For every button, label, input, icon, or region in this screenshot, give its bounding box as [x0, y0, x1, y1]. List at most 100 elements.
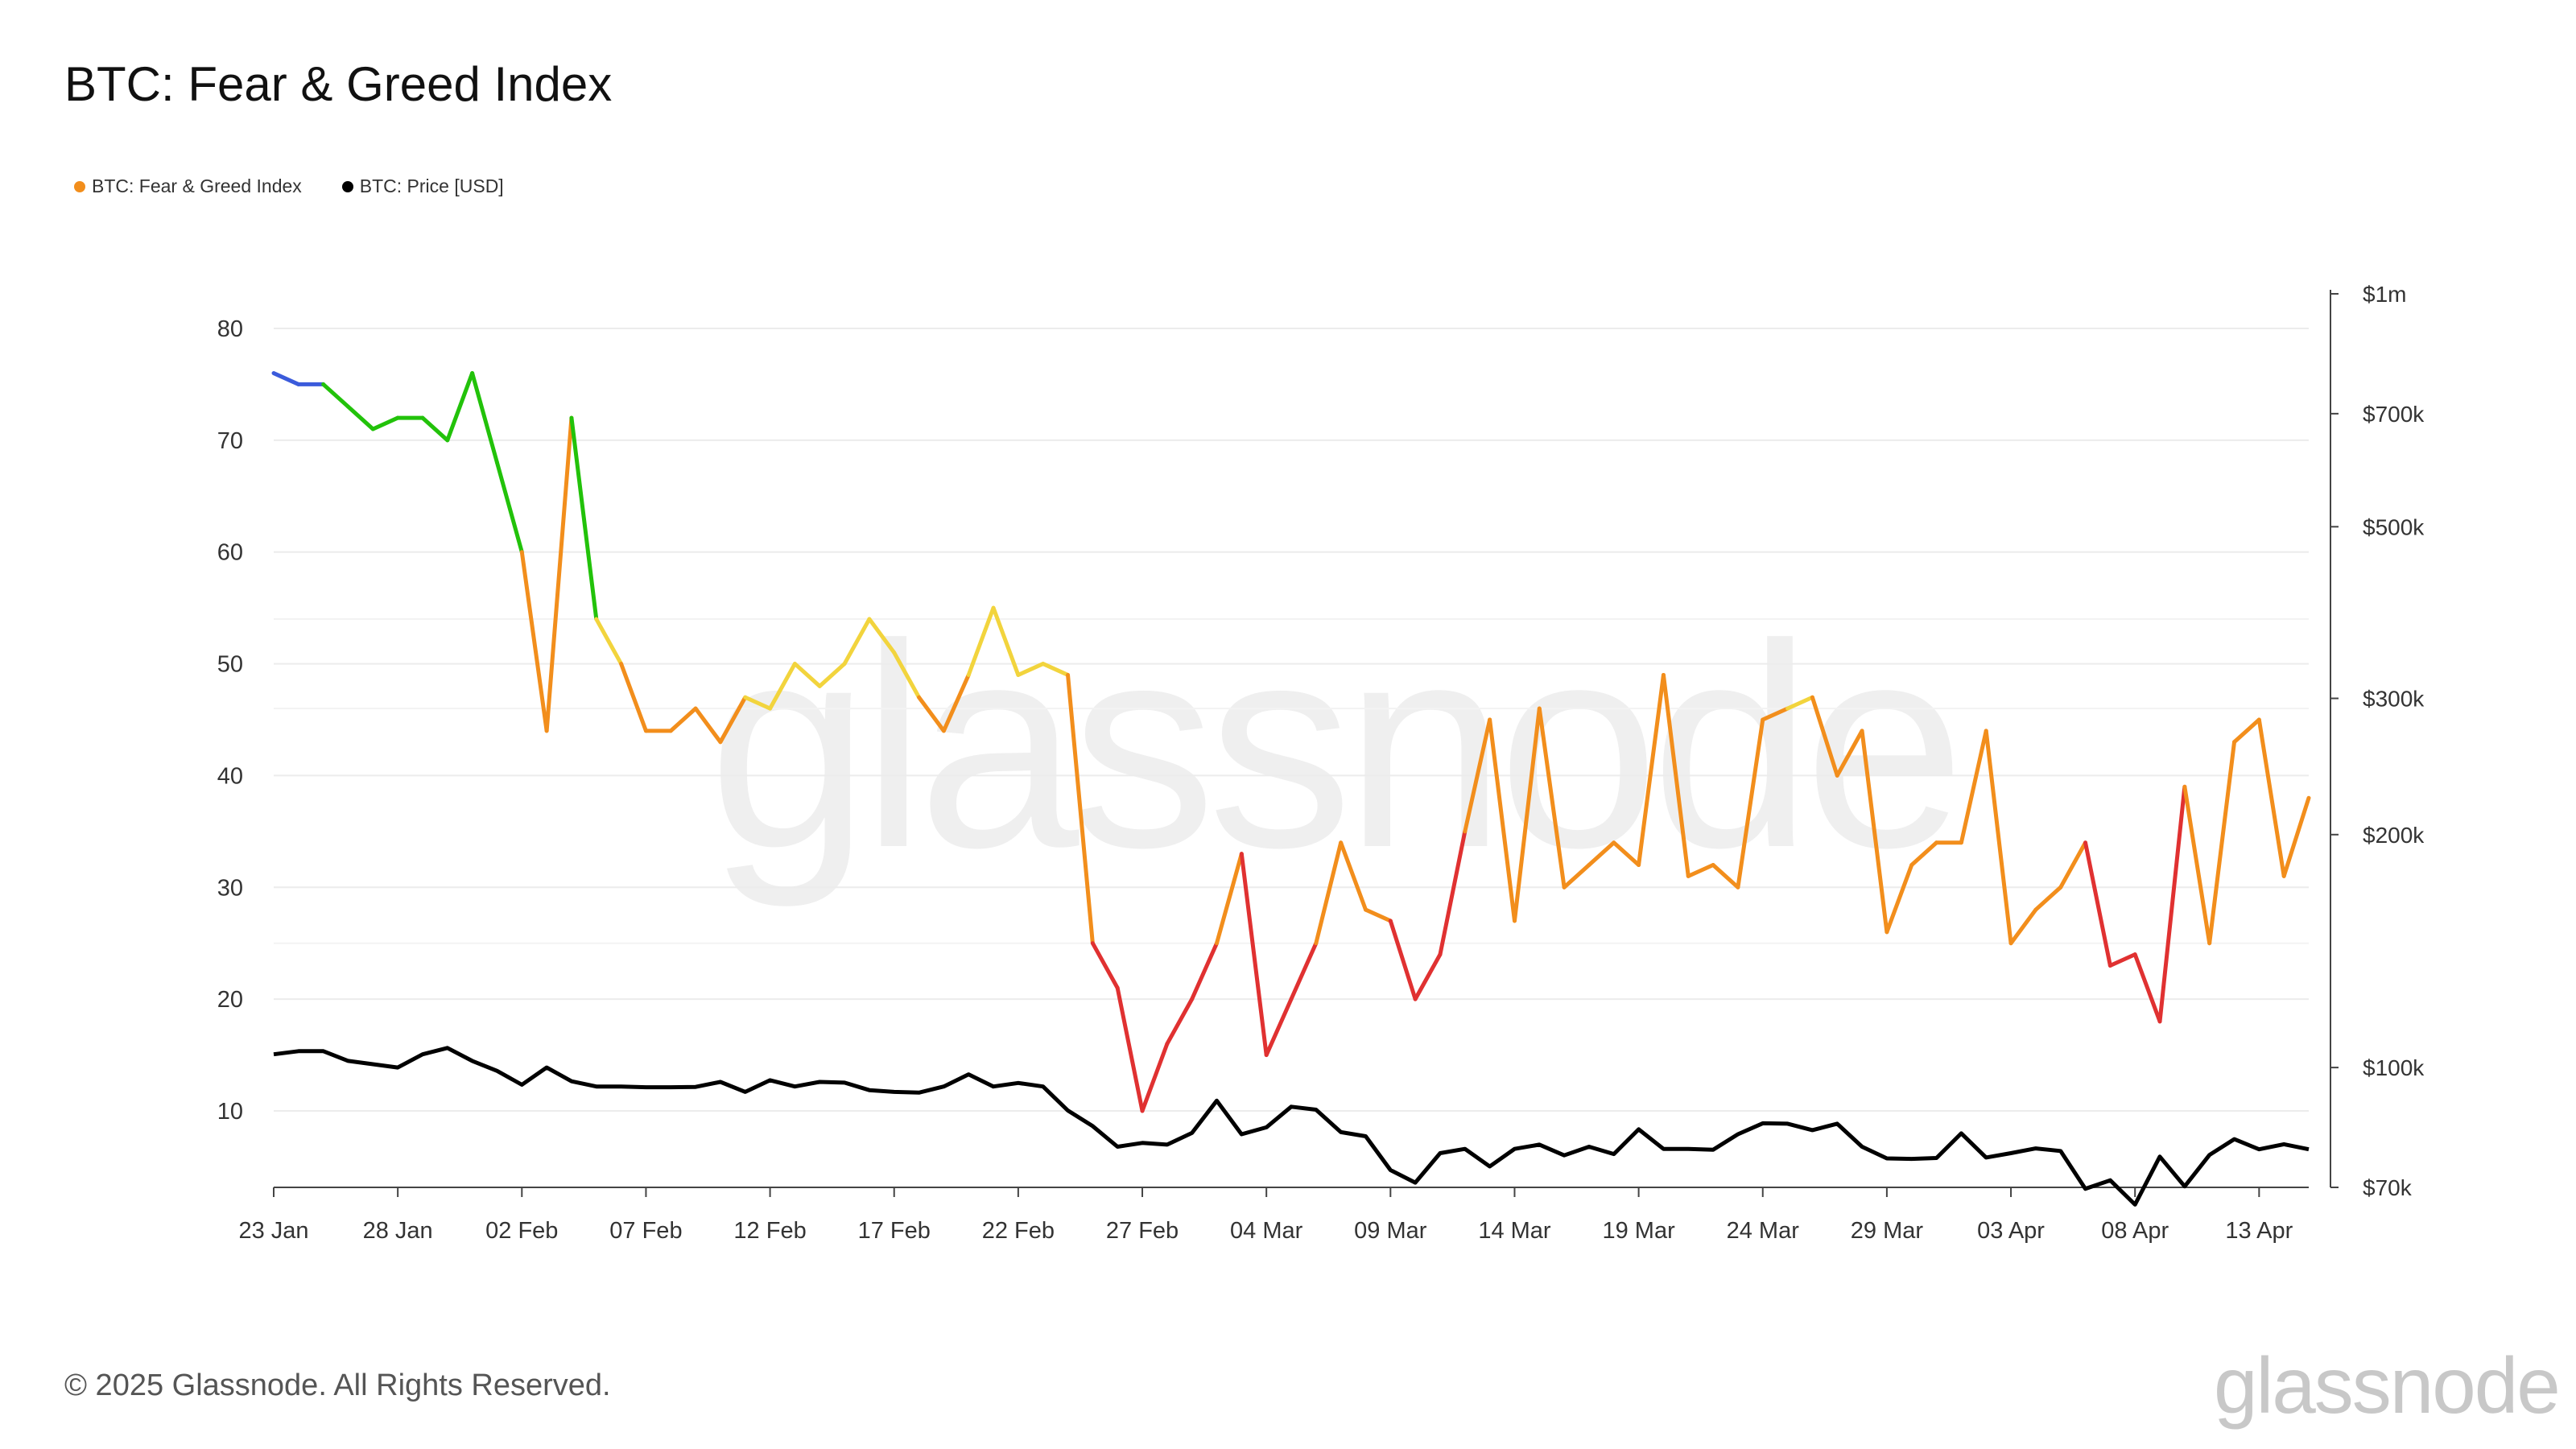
- right-tick-label: $200k: [2363, 823, 2425, 848]
- fear-greed-segment: [1215, 852, 1244, 946]
- fear-greed-segment: [544, 415, 574, 733]
- fear-greed-segment: [519, 550, 549, 733]
- legend-label: BTC: Fear & Greed Index: [92, 175, 302, 196]
- fear-greed-segment: [1761, 706, 1790, 722]
- x-tick-label: 28 Jan: [363, 1218, 433, 1244]
- fear-greed-segment: [1090, 941, 1120, 990]
- fear-greed-segment: [1289, 941, 1319, 1001]
- left-tick-label: 20: [217, 987, 243, 1013]
- fear-greed-segment: [2008, 907, 2038, 946]
- price-line: [273, 1046, 2310, 1207]
- legend: BTC: Fear & Greed Index BTC: Price [USD]: [74, 175, 504, 197]
- legend-item-price[interactable]: BTC: Price [USD]: [341, 175, 504, 197]
- fear-greed-segment: [892, 650, 922, 700]
- fear-greed-segment: [1686, 863, 1715, 878]
- right-tick-label: $300k: [2363, 687, 2425, 712]
- x-tick-label: 17 Feb: [858, 1218, 931, 1244]
- fear-greed-segment: [1488, 717, 1517, 923]
- legend-item-fear-greed[interactable]: BTC: Fear & Greed Index: [74, 175, 302, 197]
- fear-greed-series: [271, 371, 2311, 1113]
- fear-greed-segment: [1562, 863, 1591, 890]
- x-tick-label: 02 Feb: [485, 1218, 558, 1244]
- right-tick-label: $700k: [2363, 402, 2425, 427]
- fear-greed-segment: [1438, 829, 1468, 957]
- fear-greed-segment: [1413, 952, 1443, 1001]
- fear-greed-segment: [1860, 729, 1889, 935]
- fear-greed-segment: [1661, 672, 1690, 878]
- legend-label: BTC: Price [USD]: [359, 175, 504, 196]
- legend-dot-icon: [341, 180, 353, 192]
- fear-greed-segment: [1587, 840, 1616, 868]
- x-tick-label: 04 Mar: [1230, 1218, 1303, 1244]
- fear-greed-segment: [842, 617, 872, 667]
- fear-greed-segment: [1736, 717, 1765, 890]
- fear-greed-segment: [1115, 985, 1145, 1113]
- fear-greed-segment: [1711, 863, 1740, 890]
- fear-greed-segment: [1363, 907, 1393, 923]
- fear-greed-segment: [1339, 840, 1368, 912]
- fear-greed-segment: [445, 371, 475, 443]
- fear-greed-segment: [1810, 695, 1839, 778]
- fear-greed-segment: [1909, 840, 1939, 868]
- fear-greed-segment: [2107, 952, 2137, 968]
- left-tick-label: 70: [217, 428, 243, 454]
- fear-greed-segment: [470, 371, 499, 465]
- fear-greed-segment: [494, 460, 524, 555]
- fear-greed-segment: [1637, 672, 1666, 868]
- fear-greed-segment: [2256, 717, 2286, 878]
- fear-greed-segment: [817, 662, 847, 688]
- fear-greed-segment: [345, 404, 375, 431]
- fear-greed-segment: [1165, 997, 1195, 1046]
- copyright-text: © 2025 Glassnode. All Rights Reserved.: [64, 1368, 611, 1402]
- fear-greed-segment: [743, 695, 773, 711]
- fear-greed-segment: [941, 672, 971, 733]
- fear-greed-segment: [2157, 784, 2187, 1024]
- left-tick-label: 30: [217, 875, 243, 901]
- x-tick-label: 03 Apr: [1977, 1218, 2045, 1244]
- fear-greed-segment: [1388, 919, 1418, 1001]
- fear-greed-segment: [1835, 729, 1864, 778]
- fear-greed-segment: [792, 662, 822, 688]
- fear-greed-segment: [1537, 706, 1567, 890]
- fear-greed-segment: [1140, 1042, 1170, 1113]
- right-tick-label: $1m: [2363, 282, 2406, 307]
- fear-greed-segment: [867, 617, 897, 655]
- fear-greed-segment: [917, 695, 946, 733]
- legend-dot-icon: [74, 180, 85, 192]
- x-tick-label: 23 Jan: [238, 1218, 308, 1244]
- x-tick-label: 08 Apr: [2101, 1218, 2169, 1244]
- fear-greed-segment: [718, 695, 748, 745]
- fear-greed-segment: [991, 605, 1021, 677]
- fear-greed-segment: [1885, 863, 1914, 935]
- fear-greed-segment: [2083, 840, 2112, 968]
- x-axis: 23 Jan 28 Jan 02 Feb 07 Feb 12 Feb 17 Feb 22 F…: [238, 1187, 2309, 1244]
- x-tick-label: 29 Mar: [1851, 1218, 1924, 1244]
- left-tick-label: 80: [217, 316, 243, 342]
- x-tick-label: 27 Feb: [1106, 1218, 1179, 1244]
- fear-greed-segment: [1785, 695, 1814, 711]
- right-tick-label: $100k: [2363, 1055, 2425, 1080]
- fear-greed-segment: [693, 706, 723, 745]
- fear-greed-segment: [619, 662, 648, 733]
- fear-greed-segment: [594, 617, 624, 667]
- fear-greed-segment: [2232, 717, 2261, 745]
- fear-greed-segment: [2033, 885, 2063, 912]
- fear-greed-segment: [1612, 840, 1641, 868]
- left-tick-label: 40: [217, 763, 243, 789]
- fear-greed-segment: [1959, 729, 1988, 845]
- fear-greed-segment: [1190, 941, 1220, 1001]
- fear-greed-segment: [2182, 784, 2212, 946]
- left-axis: 10 20 30 40 50 60 70 80: [217, 316, 243, 1125]
- x-tick-label: 24 Mar: [1727, 1218, 1800, 1244]
- fear-greed-segment: [370, 415, 400, 431]
- price-series: [273, 1046, 2310, 1207]
- fear-greed-segment: [1239, 852, 1269, 1058]
- right-tick-label: $500k: [2363, 514, 2425, 539]
- x-tick-label: 19 Mar: [1602, 1218, 1675, 1244]
- chart-title: BTC: Fear & Greed Index: [64, 57, 613, 111]
- x-tick-label: 22 Feb: [982, 1218, 1055, 1244]
- fear-greed-segment: [1066, 672, 1095, 946]
- x-tick-label: 12 Feb: [733, 1218, 806, 1244]
- fear-greed-segment: [1314, 840, 1344, 946]
